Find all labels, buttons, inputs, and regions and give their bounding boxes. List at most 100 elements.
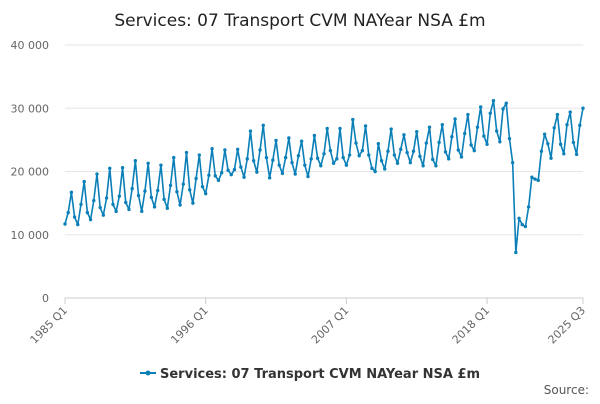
data-point: [354, 141, 358, 145]
data-point: [427, 125, 432, 129]
data-point: [402, 133, 406, 137]
data-point: [494, 129, 499, 133]
data-point: [376, 141, 381, 146]
data-point: [219, 171, 224, 175]
data-point: [574, 152, 579, 157]
x-tick-label: 1985 Q1: [28, 304, 71, 347]
data-point: [178, 203, 182, 207]
data-point: [370, 166, 374, 171]
data-point: [69, 190, 74, 195]
data-point: [95, 172, 99, 176]
data-point: [293, 172, 297, 176]
data-point: [223, 148, 227, 152]
data-point: [296, 153, 301, 158]
data-point: [133, 159, 138, 163]
data-point: [255, 170, 259, 174]
data-point: [539, 149, 544, 153]
data-point: [450, 135, 454, 139]
data-point: [578, 123, 582, 128]
data-point: [229, 172, 233, 177]
data-point: [431, 157, 435, 162]
series-layer: [63, 98, 585, 255]
data-point: [565, 122, 569, 127]
data-point: [315, 156, 320, 160]
data-point: [143, 189, 147, 193]
data-point: [549, 156, 553, 160]
data-point: [290, 160, 294, 165]
data-point: [469, 143, 473, 147]
data-point: [159, 163, 163, 167]
data-point: [485, 142, 489, 146]
data-point: [101, 213, 106, 217]
data-point: [367, 153, 371, 157]
data-point: [226, 168, 230, 172]
data-point: [568, 110, 572, 114]
data-point: [140, 209, 144, 214]
data-point: [88, 217, 93, 222]
series-line: [64, 99, 584, 254]
data-point: [571, 140, 576, 145]
data-point: [562, 152, 566, 156]
data-point: [104, 196, 109, 200]
data-point: [447, 157, 451, 161]
data-point: [459, 155, 464, 159]
data-point: [232, 167, 237, 172]
data-point: [261, 123, 265, 128]
data-point: [191, 201, 195, 205]
data-point: [239, 165, 243, 169]
data-point: [197, 153, 201, 157]
data-point: [558, 142, 563, 146]
data-point: [488, 111, 492, 116]
data-point: [299, 139, 304, 143]
y-tick-label: 10 000: [11, 229, 50, 242]
data-point: [264, 155, 269, 160]
data-point: [424, 141, 429, 145]
data-point: [347, 153, 352, 157]
data-point: [360, 148, 365, 153]
chart-title: Services: 07 Transport CVM NAYear NSA £m: [114, 11, 485, 31]
data-point: [66, 210, 70, 215]
data-point: [194, 176, 198, 181]
x-tick-label: 2025 Q3: [546, 304, 589, 347]
data-point: [501, 107, 505, 111]
data-point: [98, 205, 102, 210]
data-point: [92, 198, 96, 203]
data-point: [408, 160, 413, 165]
data-point: [335, 157, 339, 161]
data-point: [271, 158, 275, 162]
data-point: [152, 205, 157, 209]
data-point: [526, 205, 531, 209]
data-point: [379, 159, 384, 163]
data-point: [280, 171, 285, 176]
data-point: [443, 150, 448, 154]
data-point: [399, 147, 403, 152]
data-point: [322, 152, 326, 156]
data-point: [181, 182, 186, 186]
data-point: [491, 98, 496, 103]
data-point: [210, 147, 214, 151]
y-tick-label: 20 000: [11, 166, 50, 179]
data-point: [411, 149, 416, 153]
data-point: [287, 136, 291, 140]
data-point: [242, 175, 246, 179]
data-point: [312, 133, 317, 138]
data-point: [533, 177, 537, 181]
data-point: [258, 148, 262, 152]
data-point: [76, 222, 80, 227]
data-point: [357, 153, 361, 158]
data-point: [200, 184, 205, 189]
data-point: [341, 155, 345, 160]
data-point: [344, 163, 349, 167]
data-point: [328, 148, 333, 153]
data-point: [306, 174, 310, 179]
legend[interactable]: Services: 07 Transport CVM NAYear NSA £m: [140, 367, 480, 382]
legend-label: Services: 07 Transport CVM NAYear NSA £m: [160, 367, 480, 382]
data-point: [520, 222, 524, 227]
data-point: [168, 183, 173, 188]
data-point: [203, 191, 208, 196]
data-point: [146, 161, 150, 165]
data-point: [111, 202, 115, 207]
data-point: [156, 188, 160, 193]
